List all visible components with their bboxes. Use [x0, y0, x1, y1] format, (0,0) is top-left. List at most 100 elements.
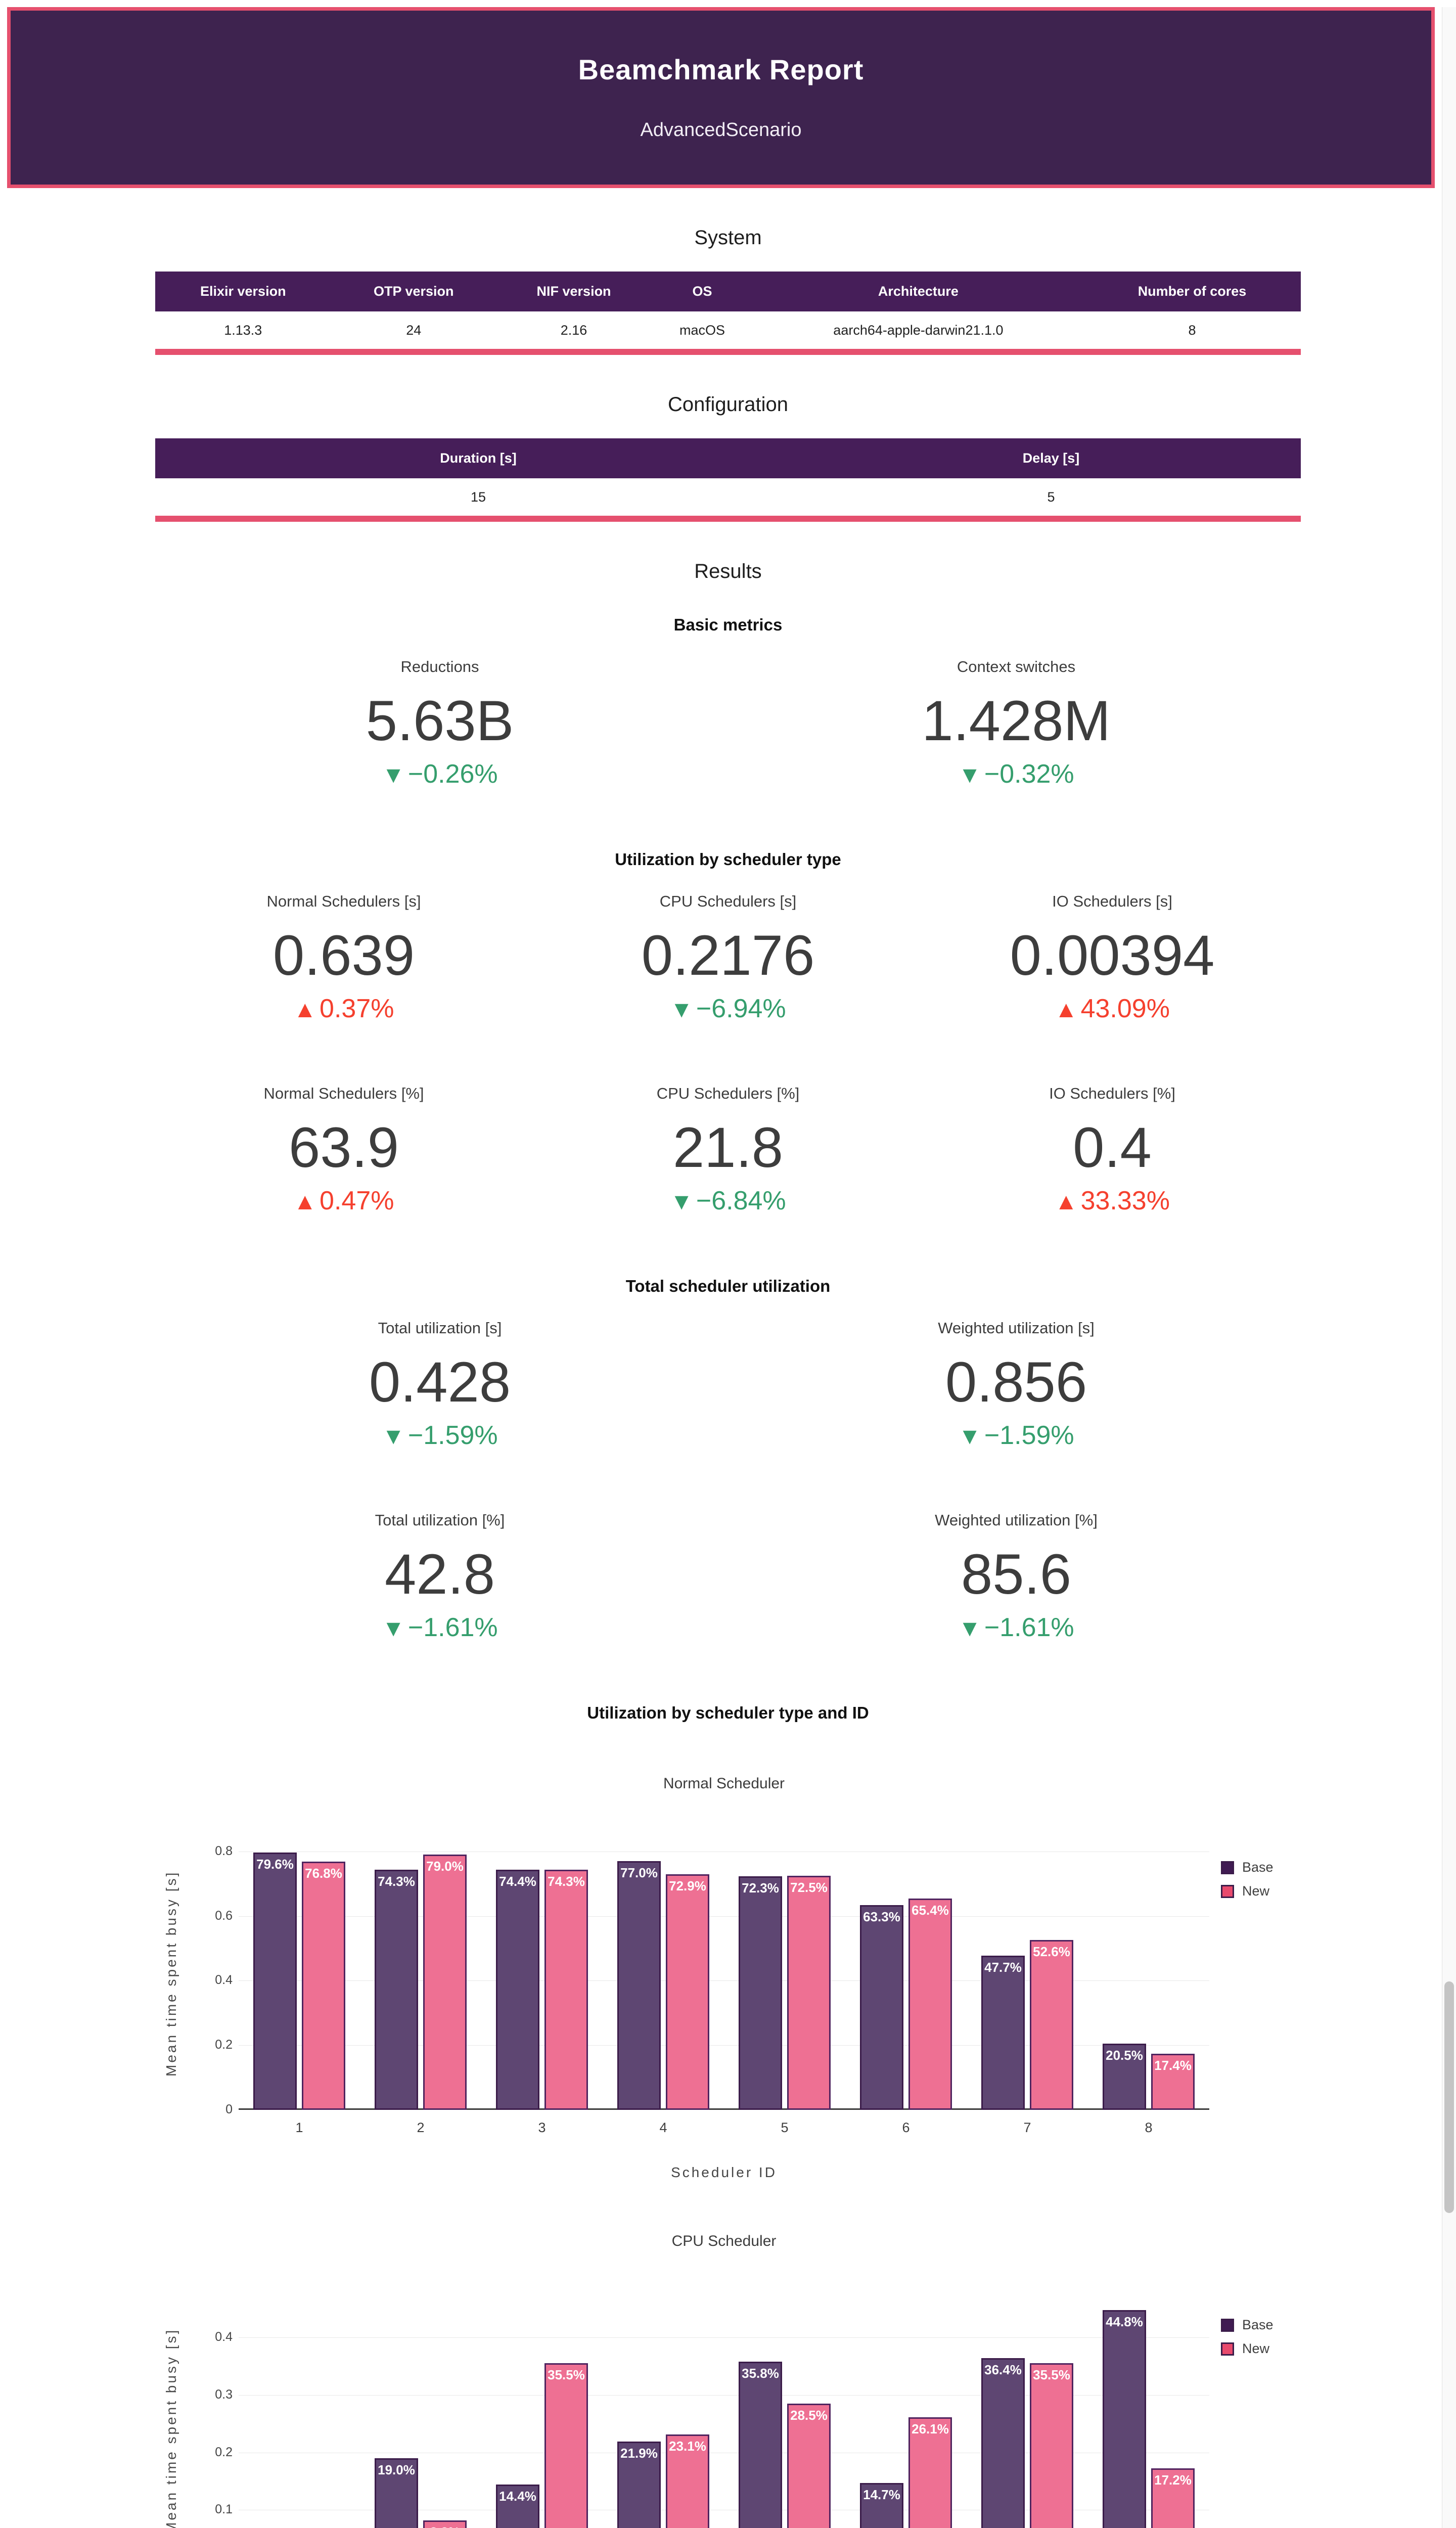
chart-title: Normal Scheduler	[663, 1775, 785, 1792]
metric-change-value: −6.84%	[696, 1186, 786, 1215]
metric-change-value: −6.94%	[696, 994, 786, 1023]
metric-row: Reductions 5.63B ▼ −0.26% Context switches 1.…	[152, 658, 1304, 789]
system-table-container: Elixir version OTP version NIF version OS Ar…	[152, 272, 1304, 355]
metric-card: Weighted utilization [s] 0.856 ▼ −1.59%	[728, 1319, 1304, 1451]
page-title: Beamchmark Report	[578, 54, 864, 85]
gridline	[239, 2045, 1209, 2046]
bar-value-label: 72.3%	[742, 1880, 779, 1895]
bar-new-1: 76.8%	[301, 1862, 346, 2110]
column-header: OTP version	[331, 272, 496, 311]
bar-value-label: 77.0%	[620, 1865, 658, 1880]
x-tick-label: 2	[417, 2120, 425, 2135]
metric-section-heading: Total scheduler utilization	[625, 1277, 831, 1295]
y-tick-label: 0.2	[215, 2445, 233, 2459]
metric-card: CPU Schedulers [%] 21.8 ▼ −6.84%	[536, 1085, 920, 1216]
bar-new-6: 65.4%	[908, 1899, 952, 2110]
y-tick-label: 0.1	[215, 2502, 233, 2517]
metric-value: 5.63B	[366, 689, 514, 752]
metric-card: Weighted utilization [%] 85.6 ▼ −1.61%	[728, 1511, 1304, 1643]
bar-new-10: 8.2%	[423, 2520, 467, 2528]
y-tick-label: 0.4	[215, 2330, 233, 2344]
bar-value-label: 63.3%	[863, 1909, 900, 1925]
metric-label: Context switches	[957, 658, 1076, 675]
y-tick-label: 0.3	[215, 2387, 233, 2402]
bar-value-label: 72.5%	[790, 1879, 828, 1895]
x-axis-label: Scheduler ID	[671, 2164, 777, 2180]
table-cell: aarch64-apple-darwin21.1.0	[753, 311, 1083, 352]
metric-change: ▼ −6.84%	[536, 1186, 920, 1216]
legend-swatch-base	[1221, 1861, 1234, 1874]
bar-value-label: 35.8%	[742, 2366, 779, 2381]
metric-value: 1.428M	[922, 689, 1111, 752]
arrow-down-icon: ▼	[958, 761, 981, 788]
bar-base-10: 19.0%	[374, 2458, 419, 2528]
bar-value-label: 14.4%	[499, 2489, 536, 2504]
bar-value-label: 79.0%	[426, 1859, 464, 1874]
results-heading: Results	[694, 560, 762, 582]
legend-entry: New	[1221, 1883, 1273, 1899]
bar-value-label: 20.5%	[1106, 2047, 1143, 2063]
metric-value: 85.6	[961, 1543, 1071, 1606]
column-header: OS	[651, 272, 753, 311]
metric-card: IO Schedulers [%] 0.4 ▲ 33.33%	[920, 1085, 1304, 1216]
x-tick-label: 5	[781, 2120, 789, 2135]
bar-new-5: 72.5%	[787, 1875, 831, 2110]
bar-new-4: 72.9%	[665, 1874, 710, 2110]
bar-base-4: 77.0%	[617, 1861, 661, 2110]
metric-change-value: −0.32%	[984, 759, 1074, 789]
table-row: 1.13.3 24 2.16 macOS aarch64-apple-darwin21.…	[155, 311, 1301, 352]
metric-card: Total utilization [%] 42.8 ▼ −1.61%	[152, 1511, 728, 1643]
bar-value-label: 72.9%	[669, 1878, 706, 1894]
bar-value-label: 79.6%	[256, 1857, 294, 1872]
bar-value-label: 19.0%	[378, 2462, 415, 2477]
metric-change-value: −1.61%	[407, 1613, 498, 1642]
bar-value-label: 52.6%	[1033, 1944, 1070, 1959]
y-axis-label: Mean time spent busy [s]	[163, 1870, 179, 2076]
configuration-heading: Configuration	[668, 393, 788, 416]
y-tick-label: 0.4	[215, 1973, 233, 1988]
metric-label: Total utilization [s]	[378, 1319, 502, 1337]
metric-change: ▼ −1.61%	[728, 1612, 1304, 1643]
legend-label: Base	[1242, 1860, 1273, 1875]
metric-card: CPU Schedulers [s] 0.2176 ▼ −6.94%	[536, 892, 920, 1024]
column-header: Duration [s]	[155, 438, 802, 478]
scrollbar-thumb[interactable]	[1444, 1981, 1454, 2213]
gridline	[239, 1980, 1209, 1981]
bar-value-label: 17.4%	[1154, 2057, 1192, 2073]
metric-card: Total utilization [s] 0.428 ▼ −1.59%	[152, 1319, 728, 1451]
x-tick-label: 3	[538, 2120, 546, 2135]
arrow-down-icon: ▼	[382, 1615, 405, 1641]
metric-value: 0.00394	[1010, 924, 1215, 987]
charts-heading: Utilization by scheduler type and ID	[587, 1703, 869, 1722]
metric-section-heading: Utilization by scheduler type	[615, 850, 841, 869]
metric-row: Normal Schedulers [s] 0.639 ▲ 0.37% CPU Sche…	[152, 892, 1304, 1024]
metric-change-value: −1.61%	[984, 1613, 1074, 1642]
bar-base-3: 74.4%	[495, 1869, 540, 2110]
bar-new-3: 74.3%	[544, 1870, 588, 2110]
metric-change-value: −1.59%	[407, 1421, 498, 1450]
table-cell: 24	[331, 311, 496, 352]
legend-swatch-new	[1221, 2342, 1234, 2356]
y-tick-label: 0.2	[215, 2038, 233, 2052]
metric-label: Normal Schedulers [%]	[263, 1085, 424, 1102]
table-row: 15 5	[155, 478, 1301, 519]
table-cell: 8	[1083, 311, 1301, 352]
scrollbar-track[interactable]	[1442, 7, 1456, 2528]
metric-label: Total utilization [%]	[375, 1511, 505, 1529]
metric-value: 0.856	[945, 1350, 1087, 1414]
metric-card: IO Schedulers [s] 0.00394 ▲ 43.09%	[920, 892, 1304, 1024]
metric-change: ▼ −1.61%	[152, 1612, 728, 1643]
metric-change: ▲ 43.09%	[920, 994, 1304, 1024]
arrow-down-icon: ▼	[670, 1188, 693, 1214]
metric-row: Total utilization [s] 0.428 ▼ −1.59% Weighte…	[152, 1319, 1304, 1451]
legend-entry: Base	[1221, 2317, 1273, 2333]
bar-new-11: 35.5%	[544, 2363, 588, 2528]
metric-section-heading: Basic metrics	[673, 615, 783, 634]
metric-value: 21.8	[673, 1116, 783, 1179]
legend-entry: Base	[1221, 1860, 1273, 1875]
column-header: Elixir version	[155, 272, 331, 311]
metric-label: Weighted utilization [%]	[935, 1511, 1098, 1529]
column-header: Architecture	[753, 272, 1083, 311]
column-header: Number of cores	[1083, 272, 1301, 311]
plot-area: 79.6% 76.8% 74.3% 79.0% 74.4% 74.3% 77.0% 72.9%…	[239, 1837, 1209, 2110]
